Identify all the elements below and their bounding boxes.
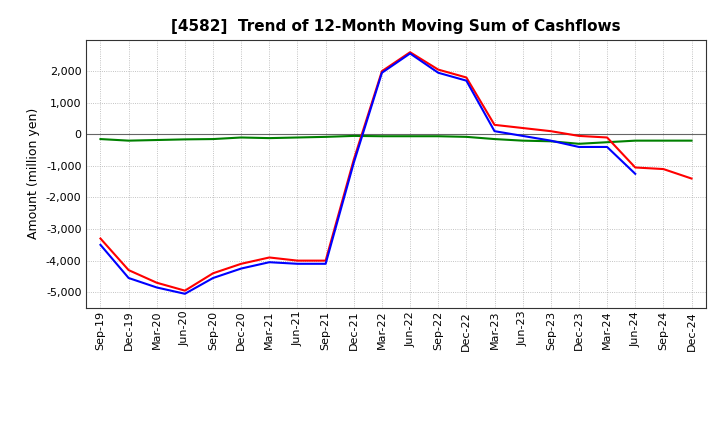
Y-axis label: Amount (million yen): Amount (million yen): [27, 108, 40, 239]
Investing Cashflow: [377, 134, 386, 139]
Investing Cashflow: [462, 134, 471, 139]
Free Cashflow: [349, 160, 358, 165]
Investing Cashflow: [237, 135, 246, 140]
Free Cashflow: [462, 78, 471, 83]
Investing Cashflow: [209, 136, 217, 142]
Operating Cashflow: [96, 236, 105, 241]
Operating Cashflow: [265, 255, 274, 260]
Investing Cashflow: [265, 136, 274, 141]
Operating Cashflow: [462, 75, 471, 80]
Free Cashflow: [293, 261, 302, 267]
Investing Cashflow: [96, 136, 105, 142]
Investing Cashflow: [406, 134, 415, 139]
Investing Cashflow: [125, 138, 133, 143]
Investing Cashflow: [434, 134, 443, 139]
Operating Cashflow: [237, 261, 246, 267]
Operating Cashflow: [349, 157, 358, 162]
Free Cashflow: [125, 275, 133, 281]
Operating Cashflow: [490, 122, 499, 128]
Free Cashflow: [575, 144, 583, 150]
Free Cashflow: [546, 138, 555, 143]
Investing Cashflow: [293, 135, 302, 140]
Operating Cashflow: [546, 128, 555, 134]
Investing Cashflow: [687, 138, 696, 143]
Operating Cashflow: [631, 165, 639, 170]
Investing Cashflow: [321, 134, 330, 139]
Operating Cashflow: [293, 258, 302, 263]
Free Cashflow: [153, 285, 161, 290]
Investing Cashflow: [349, 133, 358, 139]
Free Cashflow: [406, 51, 415, 56]
Free Cashflow: [434, 70, 443, 75]
Operating Cashflow: [377, 69, 386, 74]
Free Cashflow: [321, 261, 330, 267]
Operating Cashflow: [209, 271, 217, 276]
Investing Cashflow: [603, 139, 611, 145]
Title: [4582]  Trend of 12-Month Moving Sum of Cashflows: [4582] Trend of 12-Month Moving Sum of C…: [171, 19, 621, 34]
Operating Cashflow: [575, 133, 583, 139]
Free Cashflow: [265, 260, 274, 265]
Line: Investing Cashflow: Investing Cashflow: [101, 136, 691, 144]
Investing Cashflow: [575, 141, 583, 147]
Free Cashflow: [490, 128, 499, 134]
Investing Cashflow: [153, 137, 161, 143]
Operating Cashflow: [125, 268, 133, 273]
Free Cashflow: [181, 291, 189, 297]
Free Cashflow: [96, 242, 105, 247]
Operating Cashflow: [406, 50, 415, 55]
Investing Cashflow: [181, 137, 189, 142]
Operating Cashflow: [603, 135, 611, 140]
Investing Cashflow: [518, 138, 527, 143]
Free Cashflow: [631, 171, 639, 176]
Free Cashflow: [377, 70, 386, 75]
Operating Cashflow: [659, 166, 667, 172]
Operating Cashflow: [321, 258, 330, 263]
Free Cashflow: [518, 133, 527, 139]
Investing Cashflow: [659, 138, 667, 143]
Line: Operating Cashflow: Operating Cashflow: [101, 52, 691, 291]
Operating Cashflow: [518, 125, 527, 131]
Investing Cashflow: [631, 138, 639, 143]
Investing Cashflow: [490, 136, 499, 142]
Operating Cashflow: [434, 67, 443, 72]
Operating Cashflow: [181, 288, 189, 293]
Free Cashflow: [209, 275, 217, 281]
Operating Cashflow: [687, 176, 696, 181]
Free Cashflow: [603, 144, 611, 150]
Operating Cashflow: [153, 280, 161, 286]
Free Cashflow: [237, 266, 246, 271]
Line: Free Cashflow: Free Cashflow: [101, 54, 635, 294]
Investing Cashflow: [546, 139, 555, 144]
